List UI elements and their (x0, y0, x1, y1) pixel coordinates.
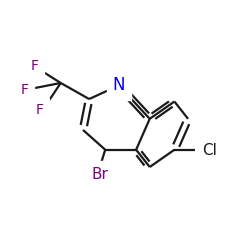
Text: F: F (36, 103, 44, 117)
Text: Cl: Cl (202, 144, 216, 158)
Text: F: F (31, 59, 39, 73)
Text: Br: Br (92, 167, 109, 182)
Text: N: N (112, 76, 125, 94)
Text: F: F (21, 84, 29, 98)
